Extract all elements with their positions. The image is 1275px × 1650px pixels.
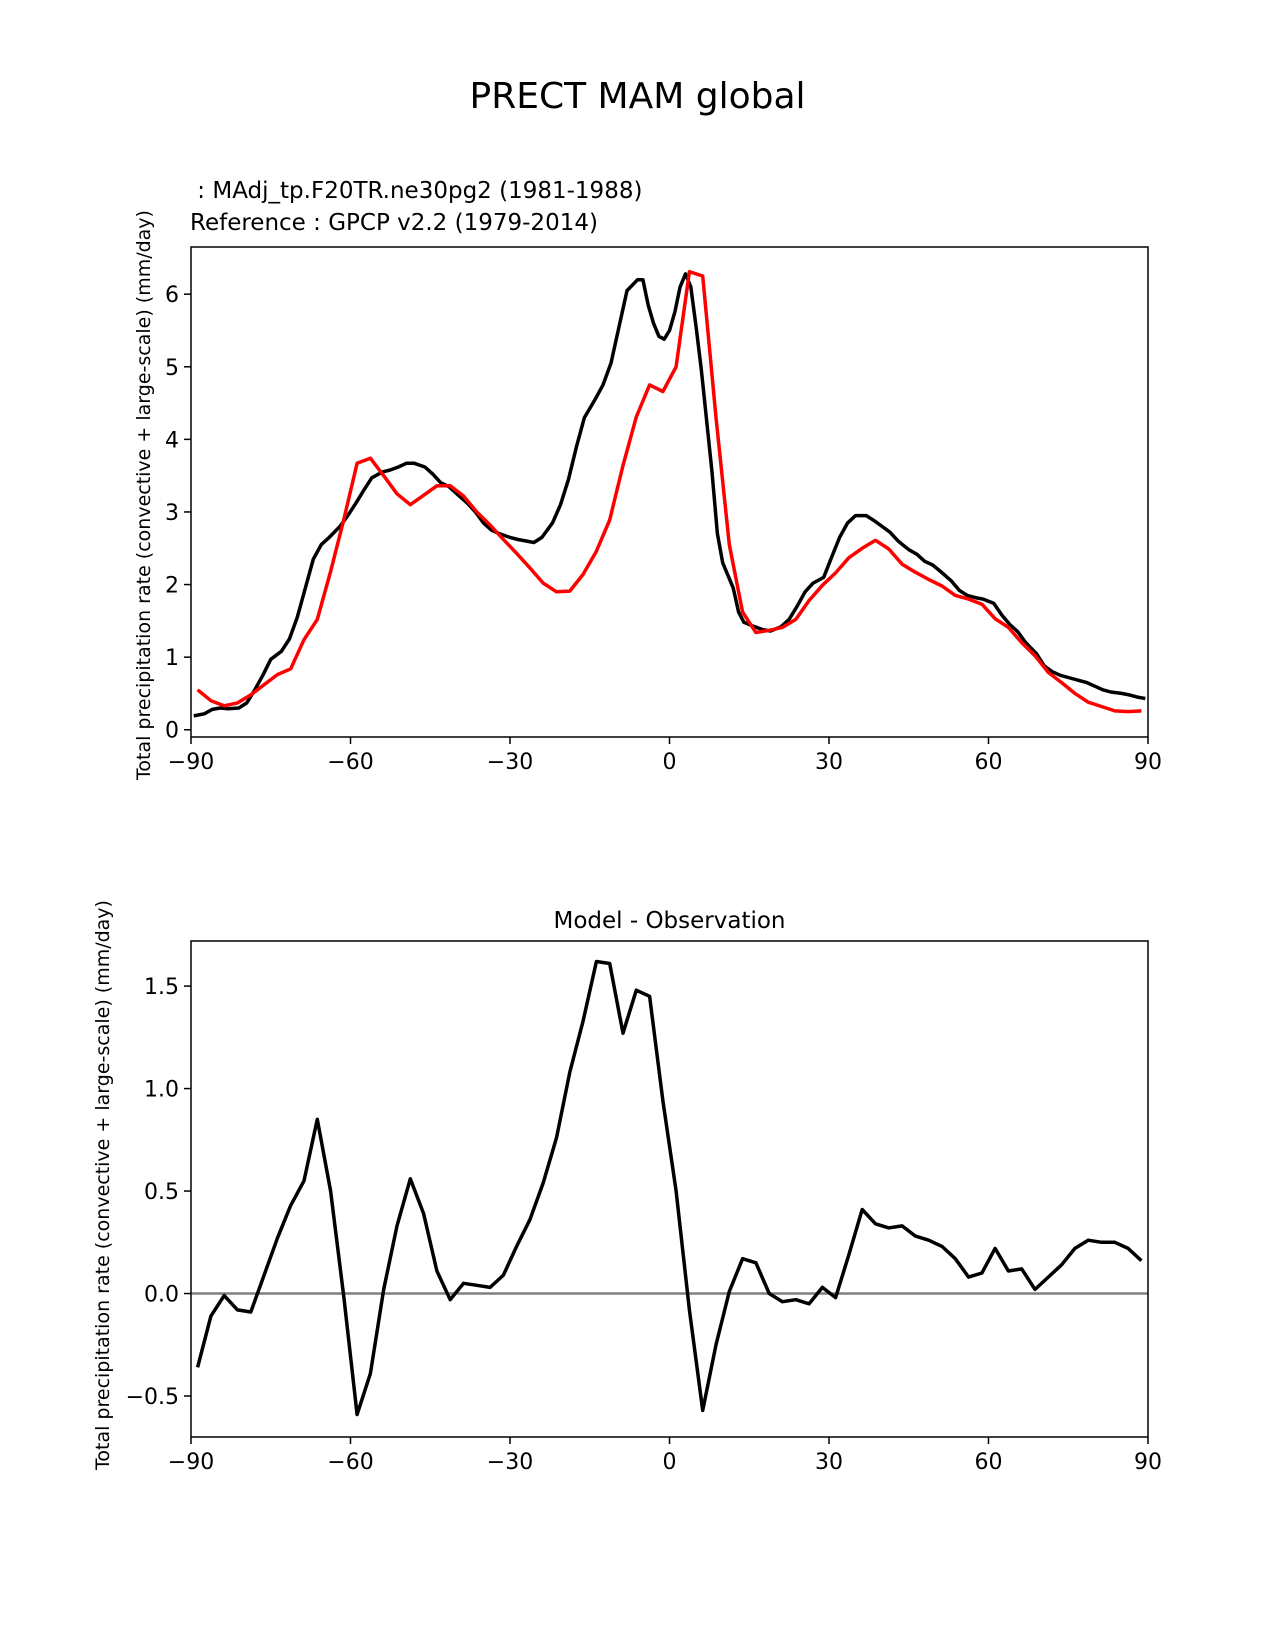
top-ylabel: Total precipitation rate (convective + l… [133, 210, 155, 781]
legend-test-label: : MAdj_tp.F20TR.ne30pg2 (1981-1988) [190, 178, 642, 204]
top-axes-frame [190, 246, 1149, 738]
top-xtick-label: 60 [975, 750, 1003, 775]
top-xtick-label: 0 [663, 750, 677, 775]
bottom-axes-frame [190, 940, 1149, 1438]
top-xtick-label: 30 [815, 750, 843, 775]
top-axes-ticks: −90 −60 −30 0 30 60 90 0 1 2 3 4 5 6 [165, 283, 1162, 775]
bottom-title: Model - Observation [553, 908, 785, 934]
top-xtick-label: 90 [1134, 750, 1162, 775]
bottom-ytick-label: 0.0 [144, 1283, 179, 1308]
bottom-xtick-label: 0 [663, 1450, 677, 1475]
top-xtick-label: −90 [168, 750, 214, 775]
bottom-xtick-label: 90 [1134, 1450, 1162, 1475]
bottom-xtick-label: 60 [975, 1450, 1003, 1475]
bottom-ytick-label: −0.5 [126, 1385, 179, 1410]
top-ytick-label: 1 [165, 646, 179, 671]
bottom-ytick-label: 0.5 [144, 1180, 179, 1205]
bottom-ytick-label: 1.5 [144, 975, 179, 1000]
bottom-xtick-label: −30 [487, 1450, 533, 1475]
top-ytick-label: 0 [165, 719, 179, 744]
top-series [193, 269, 1146, 718]
top-chart: Total precipitation rate (convective + l… [133, 210, 1162, 781]
bottom-series [191, 959, 1148, 1417]
top-series-line-1 [196, 269, 1142, 714]
figure-title: PRECT MAM global [469, 76, 805, 117]
bottom-ytick-label: 1.0 [144, 1078, 179, 1103]
top-ytick-label: 4 [165, 428, 179, 453]
top-ytick-label: 2 [165, 574, 179, 599]
top-ytick-label: 6 [165, 283, 179, 308]
top-series-line-0 [193, 272, 1146, 718]
bottom-xtick-label: −60 [327, 1450, 373, 1475]
top-ytick-label: 5 [165, 356, 179, 381]
bottom-series-line-0 [195, 959, 1143, 1417]
bottom-xtick-label: 30 [815, 1450, 843, 1475]
bottom-axes-ticks: −90 −60 −30 0 30 60 90 −0.5 0.0 0.5 1.0 1.5 [126, 975, 1162, 1475]
bottom-ylabel: Total precipitation rate (convective + l… [92, 900, 114, 1471]
bottom-xtick-label: −90 [168, 1450, 214, 1475]
top-xtick-label: −60 [327, 750, 373, 775]
top-xtick-label: −30 [487, 750, 533, 775]
bottom-chart: Model - Observation Total precipitation … [92, 900, 1162, 1475]
top-ytick-label: 3 [165, 501, 179, 526]
legend-ref-label: Reference : GPCP v2.2 (1979-2014) [190, 210, 598, 236]
